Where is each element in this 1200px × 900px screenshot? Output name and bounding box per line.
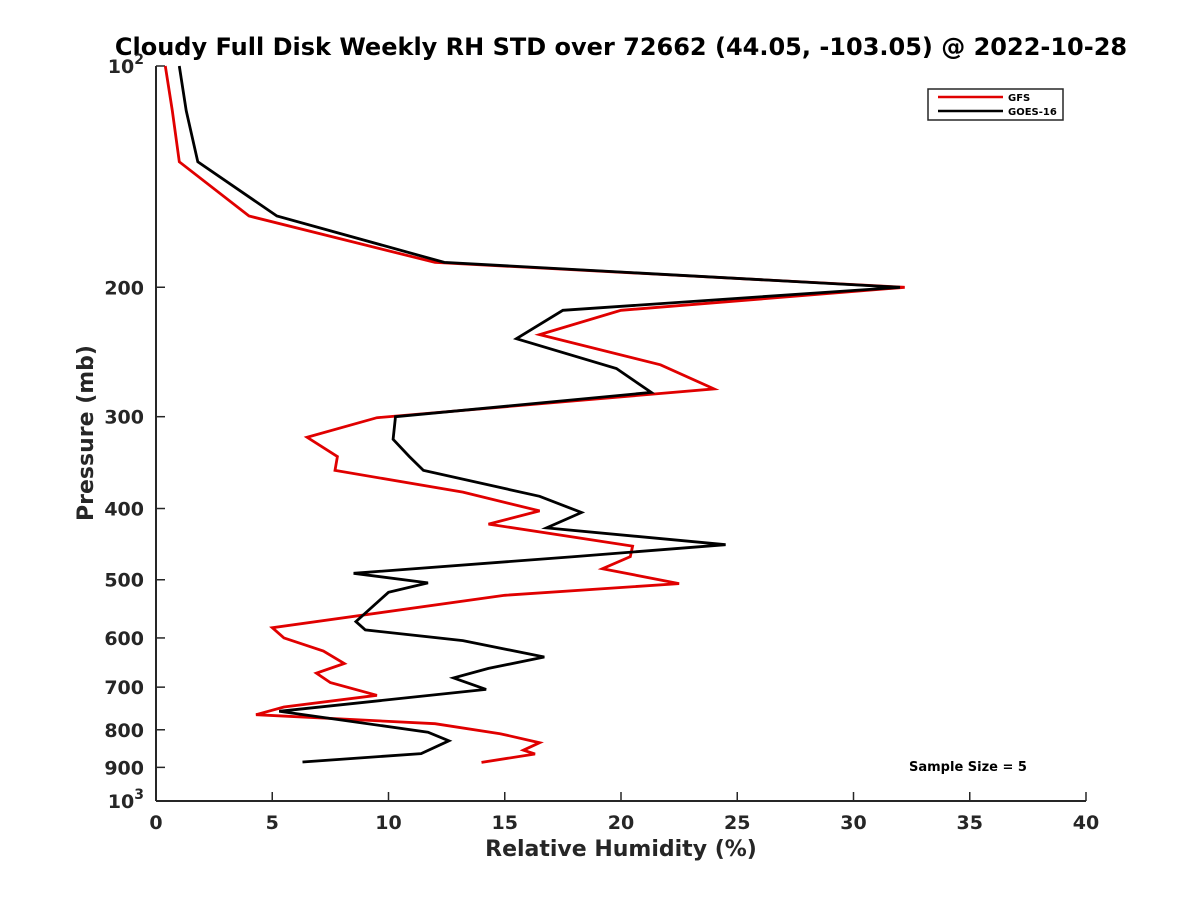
x-tick-label: 40 — [1073, 812, 1099, 834]
x-tick-label: 25 — [724, 812, 750, 834]
x-tick-label: 0 — [149, 812, 162, 834]
legend-box — [927, 88, 1064, 121]
x-tick-label: 5 — [266, 812, 279, 834]
y-ticks: 102 200 300 400 500 600 700 800 900 103 — [104, 52, 165, 813]
series-line-gfs — [163, 65, 905, 764]
series-group — [163, 65, 905, 764]
y-tick-label: 102 — [108, 52, 144, 78]
x-tick-label: 20 — [608, 812, 634, 834]
y-tick-label: 500 — [104, 570, 144, 592]
x-tick-label: 15 — [492, 812, 518, 834]
y-tick-label: 200 — [104, 277, 144, 299]
y-tick-exponent: 2 — [134, 52, 144, 68]
x-axis-label: Relative Humidity (%) — [485, 837, 757, 862]
legend-label-goes16: GOES-16 — [1008, 107, 1057, 118]
y-tick-label: 800 — [104, 720, 144, 742]
y-axis-label: Pressure (mb) — [74, 345, 99, 521]
y-tick-label: 400 — [104, 499, 144, 521]
y-tick-label: 900 — [104, 757, 144, 779]
x-tick-label: 10 — [375, 812, 401, 834]
y-tick-label: 600 — [104, 628, 144, 650]
legend: GFS GOES-16 — [927, 88, 1064, 121]
x-tick-label: 30 — [840, 812, 866, 834]
y-tick-exponent: 3 — [134, 787, 144, 803]
legend-label-gfs: GFS — [1008, 93, 1030, 104]
y-tick-label: 103 — [108, 787, 144, 813]
x-ticks: 0 5 10 15 20 25 30 35 40 — [149, 792, 1099, 834]
sample-size-annotation: Sample Size = 5 — [909, 760, 1027, 775]
plot-area — [155, 66, 1086, 802]
series-line-goes16 — [177, 65, 901, 764]
chart-title: Cloudy Full Disk Weekly RH STD over 7266… — [115, 33, 1127, 61]
y-tick-label: 700 — [104, 677, 144, 699]
y-tick-label: 300 — [104, 407, 144, 429]
x-tick-label: 35 — [957, 812, 983, 834]
